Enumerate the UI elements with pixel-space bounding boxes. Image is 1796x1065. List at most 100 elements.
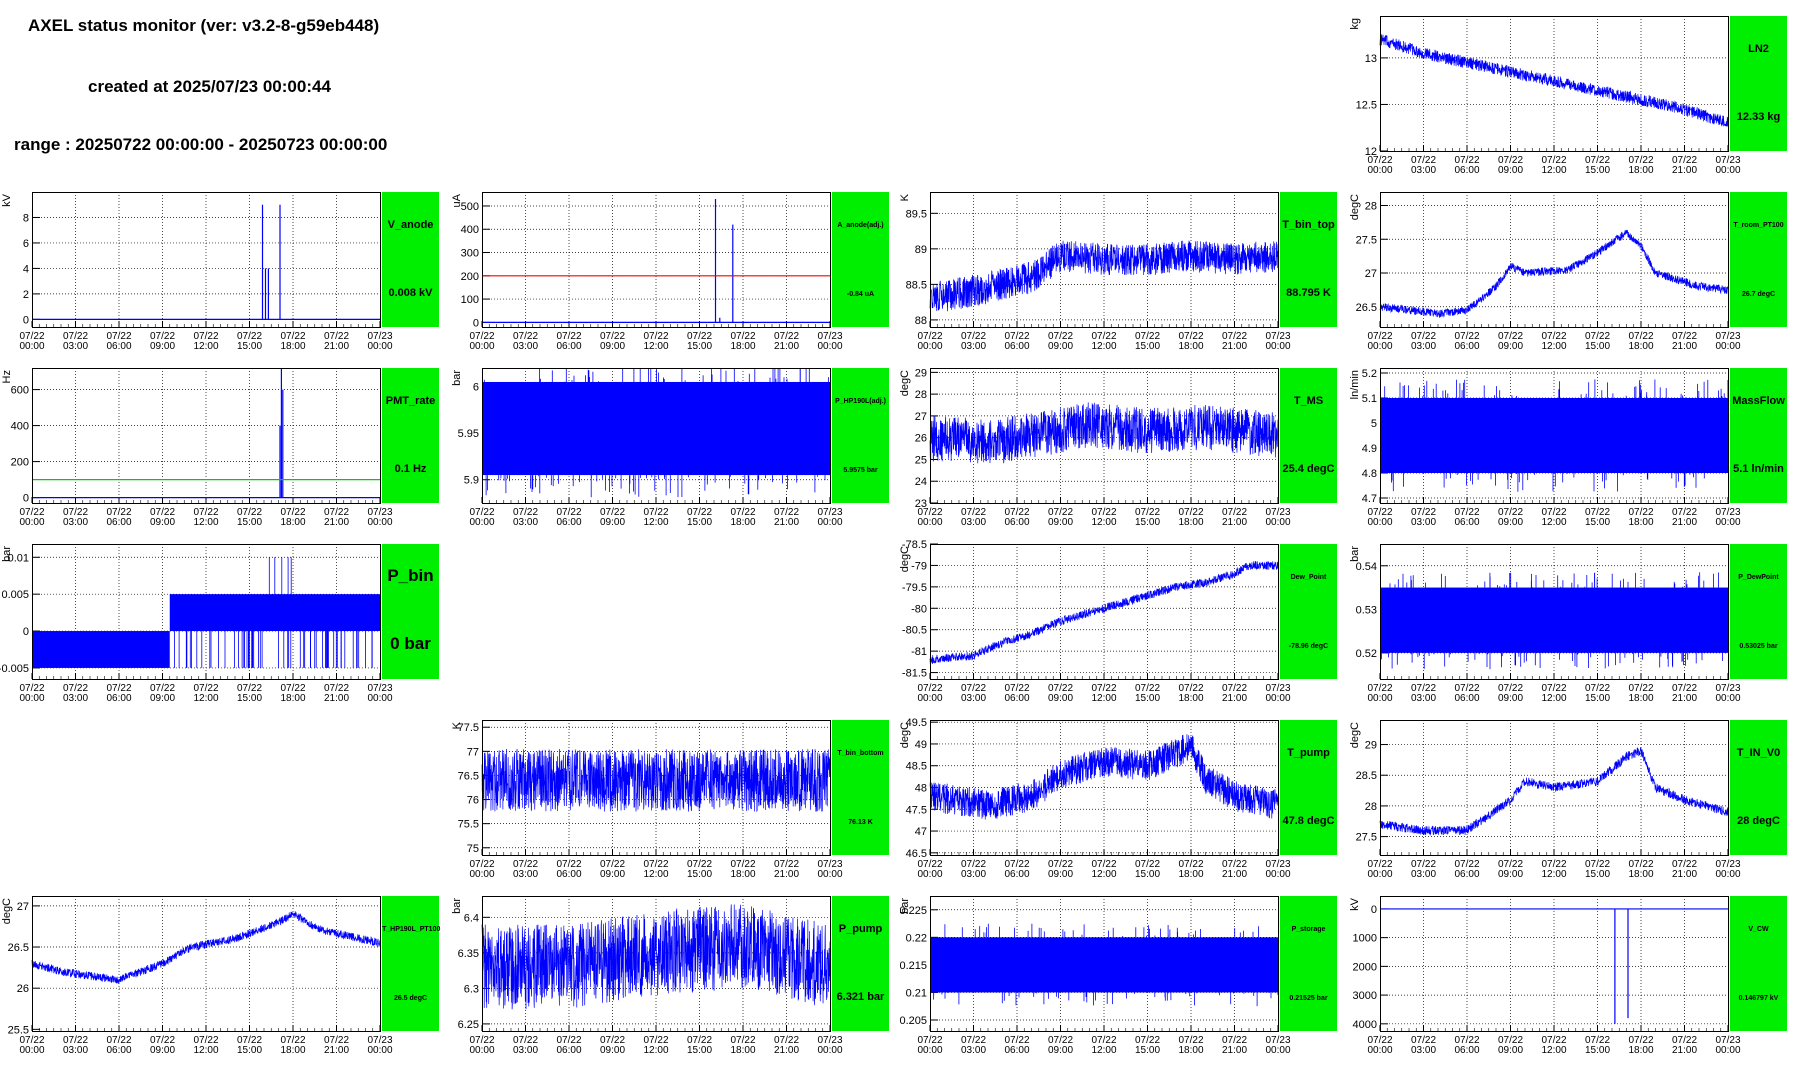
chart-panel-T_MS: 23 24 25 26 27 28 29 degC 07/22 00:00 07/22 03:00 07…	[899, 360, 1372, 528]
plot-frame-top	[482, 896, 831, 1032]
x-tick-label: 07/22 12:00	[1541, 859, 1566, 880]
x-tick-label: 07/22 21:00	[1222, 859, 1247, 880]
x-tick-label: 07/22 15:00	[1585, 859, 1610, 880]
x-tick-label: 07/23 00:00	[367, 331, 392, 352]
x-tick-label: 07/22 12:00	[193, 1035, 218, 1056]
x-tick-label: 07/22 09:00	[1498, 155, 1523, 176]
x-tick-label: 07/22 09:00	[1498, 859, 1523, 880]
y-tick-label: 5.1	[1362, 393, 1377, 405]
plot-frame-top	[482, 368, 831, 504]
chart-panel-P_HP190L: 5.9 5.95 6 bar 07/22 00:00 07/22 03:00 07/22 06:0…	[451, 360, 924, 528]
status-badge-Dew_Point: Dew_Point -78.96 degC	[1280, 544, 1337, 679]
y-tick-label: 49.5	[906, 717, 927, 729]
plot-frame	[32, 896, 381, 1032]
x-tick-label: 07/22 21:00	[774, 859, 799, 880]
y-axis-label: degC	[899, 546, 911, 572]
status-badge-T_MS: T_MS 25.4 degC	[1280, 368, 1337, 503]
x-tick-label: 07/22 00:00	[1367, 331, 1392, 352]
x-tick-label: 07/22 03:00	[961, 683, 986, 704]
y-tick-label: 0.53	[1356, 604, 1377, 616]
status-badge-P_bin: P_bin 0 bar	[382, 544, 439, 679]
status-badge-P_HP190L: P_HP190L(adj.) 5.9575 bar	[832, 368, 889, 503]
chart-panel-P_DewPoint: 0.52 0.53 0.54 bar 07/22 00:00 07/22 03:00 07/22…	[1349, 536, 1796, 704]
x-tick-label: 07/22 03:00	[961, 331, 986, 352]
x-tick-label: 07/22 00:00	[917, 683, 942, 704]
x-tick-label: 07/22 18:00	[1628, 331, 1653, 352]
badge-value: 88.795 K	[1286, 287, 1331, 299]
x-tick-label: 07/22 15:00	[1135, 331, 1160, 352]
data-series-Dew_Point	[929, 560, 1279, 665]
badge-value: 0.1 Hz	[394, 463, 427, 475]
x-tick-label: 07/22 12:00	[643, 331, 668, 352]
badge-name: T_bin_top	[1282, 219, 1335, 231]
x-tick-label: 07/22 09:00	[1048, 507, 1073, 528]
chart-panel-PMT_rate: 0 200 400 600 Hz 07/22 00:00 07/22 03:00 07/22 06:…	[1, 360, 474, 528]
chart-svg-V_CW: 4000 3000 2000 1000 0 kV 07/22 00:00 07/22 03:00 0…	[1349, 896, 1741, 1056]
x-tick-label: 07/22 03:00	[513, 507, 538, 528]
x-tick-label: 07/22 00:00	[1367, 155, 1392, 176]
x-tick-label: 07/23 00:00	[1265, 507, 1290, 528]
y-tick-label: 27.5	[1356, 832, 1377, 844]
y-tick-label: 27	[17, 901, 29, 913]
x-tick-label: 07/23 00:00	[367, 683, 392, 704]
plot-frame-top	[32, 368, 381, 504]
x-tick-label: 07/22 06:00	[106, 1035, 131, 1056]
x-tick-label: 07/22 18:00	[730, 859, 755, 880]
y-axis-label: bar	[451, 898, 463, 914]
x-tick-label: 07/22 18:00	[1178, 331, 1203, 352]
data-band-MassFlow	[1380, 398, 1728, 473]
status-badge-V_anode: V_anode 0.008 kV	[382, 192, 439, 327]
y-tick-label: 0.225	[899, 905, 927, 917]
y-tick-label: -80.5	[902, 625, 927, 637]
plot-frame-top	[930, 368, 1279, 504]
x-tick-label: 07/22 21:00	[1672, 331, 1697, 352]
x-tick-label: 07/22 18:00	[280, 683, 305, 704]
x-tick-label: 07/22 21:00	[1672, 1035, 1697, 1056]
chart-panel-T_room_PT100: 26.5 27 27.5 28 degC 07/22 00:00 07/22 03:00 07/2…	[1349, 184, 1796, 352]
x-tick-label: 07/22 09:00	[150, 331, 175, 352]
y-tick-label: 48.5	[906, 761, 927, 773]
x-tick-label: 07/22 15:00	[1135, 507, 1160, 528]
plot-frame-top	[32, 896, 381, 1032]
created-timestamp: created at 2025/07/23 00:00:44	[88, 77, 331, 96]
x-tick-label: 07/22 21:00	[774, 507, 799, 528]
data-band-P_HP190L	[482, 381, 830, 476]
x-tick-label: 07/22 06:00	[556, 331, 581, 352]
chart-svg-T_HP190L_PT100: 25.5 26 26.5 27 degC 07/22 00:00 07/22 03:00 07/2…	[1, 896, 393, 1056]
chart-panel-P_pump: 6.25 6.3 6.35 6.4 bar 07/22 00:00 07/22 03:00 07/…	[451, 888, 924, 1056]
status-badge-T_IN_V0: T_IN_V0 28 degC	[1730, 720, 1787, 855]
y-tick-label: 600	[11, 385, 29, 397]
x-tick-label: 07/22 00:00	[469, 1035, 494, 1056]
x-tick-label: 07/22 18:00	[1178, 1035, 1203, 1056]
x-tick-label: 07/22 15:00	[687, 507, 712, 528]
x-tick-label: 07/22 18:00	[1628, 1035, 1653, 1056]
x-tick-label: 07/22 03:00	[1411, 507, 1436, 528]
chart-panel-LN2: 12 12.5 13 kg 07/22 00:00 07/22 03:00 07/22 06:00…	[1349, 8, 1796, 176]
y-tick-label: 4.8	[1362, 468, 1377, 480]
status-badge-P_DewPoint: P_DewPoint 0.53025 bar	[1730, 544, 1787, 679]
y-tick-label: 400	[11, 421, 29, 433]
y-axis-label: kV	[1, 193, 13, 207]
x-tick-label: 07/22 15:00	[687, 859, 712, 880]
y-tick-label: 13	[1365, 53, 1377, 65]
y-tick-label: 4.7	[1362, 493, 1377, 505]
data-series-T_MS	[929, 402, 1279, 464]
y-axis-label: bar	[1, 546, 13, 562]
status-badge-T_pump: T_pump 47.8 degC	[1280, 720, 1337, 855]
y-tick-label: 0.205	[899, 1015, 927, 1027]
x-tick-label: 07/22 03:00	[961, 507, 986, 528]
x-tick-label: 07/22 09:00	[1048, 1035, 1073, 1056]
status-badge-T_bin_bottom: T_bin_bottom 76.13 K	[832, 720, 889, 855]
x-tick-label: 07/22 00:00	[19, 1035, 44, 1056]
x-tick-label: 07/22 15:00	[237, 507, 262, 528]
x-tick-label: 07/22 21:00	[1222, 1035, 1247, 1056]
plot-frame	[482, 192, 831, 328]
badge-value: -0.84 uA	[846, 291, 875, 298]
x-tick-label: 07/23 00:00	[1715, 155, 1740, 176]
y-axis-label: uA	[451, 193, 463, 207]
plot-frame-top	[1380, 896, 1729, 1032]
status-badge-PMT_rate: PMT_rate 0.1 Hz	[382, 368, 439, 503]
x-tick-label: 07/22 09:00	[600, 507, 625, 528]
